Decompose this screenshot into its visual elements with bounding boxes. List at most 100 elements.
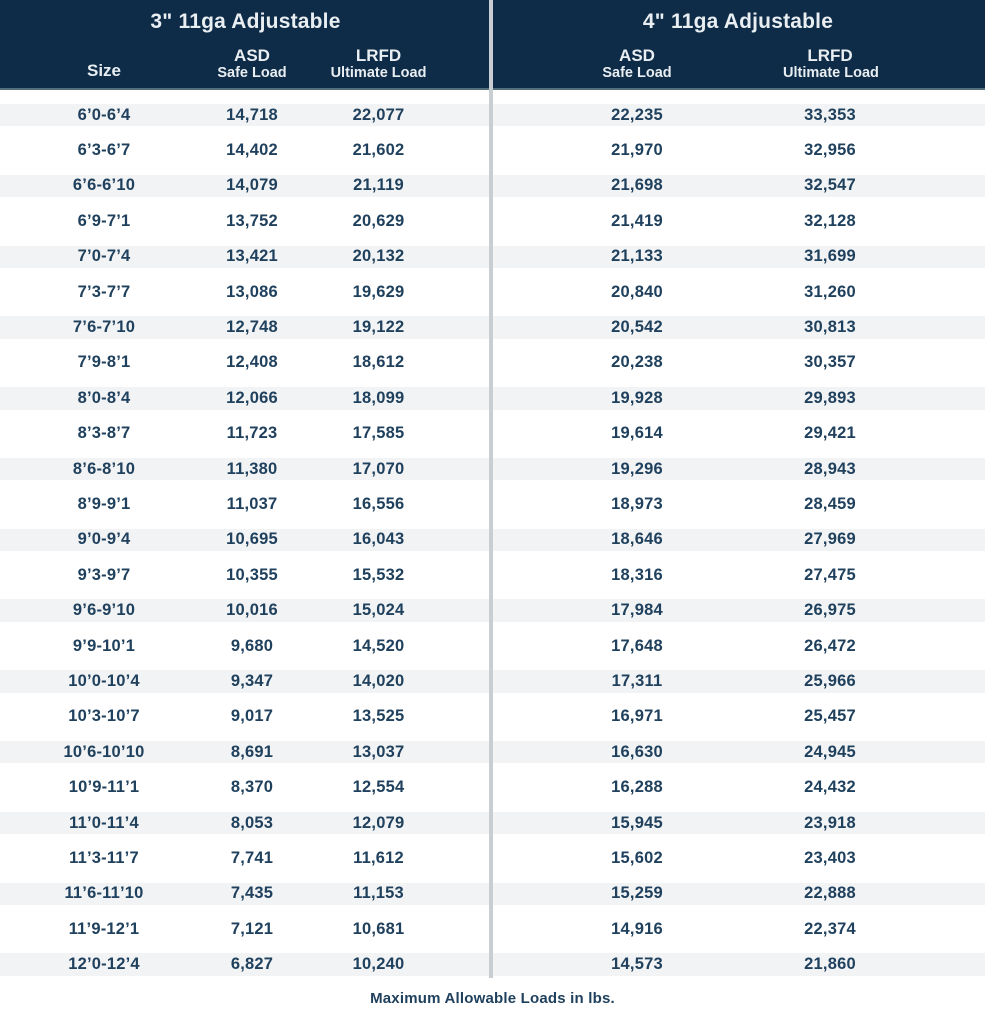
row-4in-half: 14,916 22,374 xyxy=(491,918,985,940)
row-spacer xyxy=(877,599,985,621)
lrfd-3in-cell: 20,629 xyxy=(352,211,405,230)
size-cell: 10’0-10’4 xyxy=(68,671,140,690)
lrfd-3in-cell: 15,532 xyxy=(352,565,405,584)
asd-4in-cell: 15,602 xyxy=(611,848,663,867)
lrfd-4in-cell: 32,547 xyxy=(804,176,856,195)
asd-4in-cell: 18,646 xyxy=(611,530,663,549)
lrfd-3in-cell: 14,020 xyxy=(352,671,405,690)
row-3in-half: 11’6-11’10 7,435 11,153 xyxy=(0,883,491,905)
row-4in-half: 20,238 30,357 xyxy=(491,352,985,374)
header-4in: 4" 11ga Adjustable ASD Safe Load LRFD Ul… xyxy=(491,0,985,88)
row-spacer xyxy=(877,635,985,657)
lrfd-3in-cell: 16,556 xyxy=(352,494,405,513)
row-3in-half: 7’3-7’7 13,086 19,629 xyxy=(0,281,491,303)
row-spacer xyxy=(877,352,985,374)
table-row: 8’9-9’1 11,037 16,556 18,973 28,459 xyxy=(0,487,985,522)
safe-load-label: Safe Load xyxy=(602,64,672,81)
lrfd-3in-cell: 16,043 xyxy=(352,530,405,549)
row-4in-half: 19,614 29,421 xyxy=(491,423,985,445)
asd-4in-cell: 20,840 xyxy=(611,282,663,301)
asd-4in-cell: 16,288 xyxy=(611,778,663,797)
row-4in-half: 14,573 21,860 xyxy=(491,953,985,975)
lrfd-4in-cell: 26,975 xyxy=(804,601,856,620)
row-3in-half: 7’0-7’4 13,421 20,132 xyxy=(0,246,491,268)
row-spacer xyxy=(461,953,491,975)
asd-3in-cell: 13,752 xyxy=(226,211,278,230)
asd-4in-cell: 19,928 xyxy=(611,388,663,407)
footer-note: Maximum Allowable Loads in lbs. xyxy=(370,989,615,1007)
asd-3in-cell: 13,421 xyxy=(226,247,278,266)
table-row: 10’9-11’1 8,370 12,554 16,288 24,432 xyxy=(0,770,985,805)
row-spacer xyxy=(877,104,985,126)
row-4in-half: 21,698 32,547 xyxy=(491,175,985,197)
row-spacer xyxy=(877,918,985,940)
row-3in-half: 7’9-8’1 12,408 18,612 xyxy=(0,352,491,374)
lrfd-3in-cell: 11,612 xyxy=(353,848,404,867)
asd-3in-cell: 9,017 xyxy=(230,707,274,726)
size-column-header: Size xyxy=(86,60,122,80)
lrfd-label: LRFD xyxy=(807,45,853,65)
lrfd-4in-cell: 25,457 xyxy=(804,707,856,726)
row-3in-half: 8’3-8’7 11,723 17,585 xyxy=(0,423,491,445)
lrfd-3in-cell: 20,132 xyxy=(352,247,405,266)
size-cell: 11’9-12’1 xyxy=(68,919,140,938)
size-cell: 8’9-9’1 xyxy=(77,494,131,513)
asd-4in-cell: 17,648 xyxy=(611,636,663,655)
size-cell: 11’0-11’4 xyxy=(69,813,139,832)
row-spacer xyxy=(461,104,491,126)
header-3in: 3" 11ga Adjustable Size ASD Safe Load LR… xyxy=(0,0,491,88)
asd-3in-cell: 13,086 xyxy=(226,282,278,301)
row-spacer xyxy=(461,139,491,161)
row-3in-half: 11’0-11’4 8,053 12,079 xyxy=(0,812,491,834)
row-4in-half: 17,311 25,966 xyxy=(491,670,985,692)
size-cell: 7’0-7’4 xyxy=(77,247,131,266)
asd-4in-cell: 20,238 xyxy=(611,353,663,372)
asd-4in-cell: 21,698 xyxy=(611,176,663,195)
row-4in-half: 22,235 33,353 xyxy=(491,104,985,126)
lrfd-4in-cell: 27,969 xyxy=(804,530,856,549)
asd-3in-cell: 11,380 xyxy=(226,459,278,478)
asd-4in-cell: 15,259 xyxy=(611,884,663,903)
asd-4in-cell: 19,614 xyxy=(611,424,663,443)
row-3in-half: 10’3-10’7 9,017 13,525 xyxy=(0,706,491,728)
lrfd-4in-cell: 23,918 xyxy=(804,813,856,832)
row-3in-half: 8’9-9’1 11,037 16,556 xyxy=(0,493,491,515)
asd-label: ASD xyxy=(619,45,655,65)
row-spacer xyxy=(461,423,491,445)
size-cell: 8’3-8’7 xyxy=(77,424,131,443)
table-row: 6’9-7’1 13,752 20,629 21,419 32,128 xyxy=(0,204,985,239)
row-4in-half: 21,133 31,699 xyxy=(491,246,985,268)
lrfd-3in-cell: 15,024 xyxy=(352,601,405,620)
column-headers-3in: Size ASD Safe Load LRFD Ultimate Load xyxy=(0,34,491,88)
lrfd-label: LRFD xyxy=(355,45,402,65)
row-spacer xyxy=(877,812,985,834)
row-spacer xyxy=(461,670,491,692)
size-cell: 6’9-7’1 xyxy=(77,211,131,230)
asd-3in-cell: 7,121 xyxy=(230,919,274,938)
row-3in-half: 9’9-10’1 9,680 14,520 xyxy=(0,635,491,657)
table-title-4in: 4" 11ga Adjustable xyxy=(642,10,834,33)
table-row: 9’9-10’1 9,680 14,520 17,648 26,472 xyxy=(0,629,985,664)
row-spacer xyxy=(461,564,491,586)
lrfd-3in-cell: 17,585 xyxy=(352,424,405,443)
asd-4in-cell: 15,945 xyxy=(611,813,663,832)
row-spacer xyxy=(877,175,985,197)
row-4in-half: 15,602 23,403 xyxy=(491,847,985,869)
row-spacer xyxy=(877,210,985,232)
size-cell: 6’6-6’10 xyxy=(72,176,136,195)
asd-4in-cell: 22,235 xyxy=(611,105,663,124)
row-3in-half: 10’0-10’4 9,347 14,020 xyxy=(0,670,491,692)
size-cell: 9’6-9’10 xyxy=(72,601,136,620)
row-4in-half: 16,971 25,457 xyxy=(491,706,985,728)
row-spacer xyxy=(877,776,985,798)
row-spacer xyxy=(877,139,985,161)
row-spacer xyxy=(461,599,491,621)
size-cell: 8’6-8’10 xyxy=(72,459,136,478)
table-row: 11’3-11’7 7,741 11,612 15,602 23,403 xyxy=(0,841,985,876)
row-spacer xyxy=(461,281,491,303)
row-4in-half: 15,259 22,888 xyxy=(491,883,985,905)
row-spacer xyxy=(877,847,985,869)
row-spacer xyxy=(877,316,985,338)
lrfd-3in-cell: 14,520 xyxy=(352,636,405,655)
lrfd-4in-cell: 23,403 xyxy=(804,848,856,867)
